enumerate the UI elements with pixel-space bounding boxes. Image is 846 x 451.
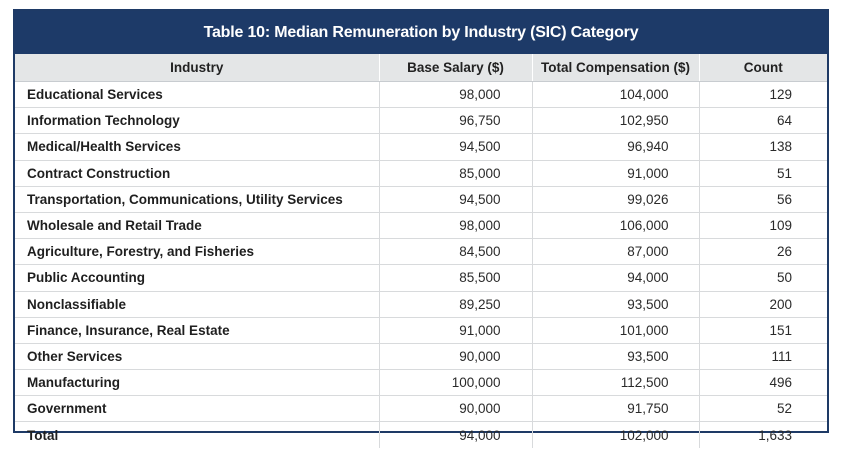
cell-total-compensation: 91,750 bbox=[532, 395, 700, 423]
cell-industry: Nonclassifiable bbox=[15, 291, 380, 318]
cell-base-salary: 90,000 bbox=[379, 343, 533, 371]
cell-industry: Public Accounting bbox=[15, 264, 380, 292]
cell-base-salary: 85,000 bbox=[379, 160, 533, 187]
cell-industry: Contract Construction bbox=[15, 160, 380, 187]
header-count: Count bbox=[699, 54, 827, 82]
cell-count: 1,633 bbox=[758, 427, 792, 443]
cell-count: 111 bbox=[699, 343, 827, 371]
cell-base-salary: 98,000 bbox=[379, 212, 533, 240]
table-row: Information Technology 96,750 102,950 64 bbox=[15, 107, 827, 135]
cell-base-salary: 90,000 bbox=[379, 395, 533, 423]
data-table: Industry Base Salary ($) Total Compensat… bbox=[15, 54, 827, 448]
cell-industry: Agriculture, Forestry, and Fisheries bbox=[15, 238, 380, 266]
cell-count: 129 bbox=[699, 81, 827, 109]
cell-total-compensation: 93,500 bbox=[532, 291, 700, 318]
table-row: Medical/Health Services 94,500 96,940 138 bbox=[15, 133, 827, 161]
cell-count: 64 bbox=[699, 107, 827, 135]
cell-count: 109 bbox=[699, 212, 827, 240]
table-row: Nonclassifiable 89,250 93,500 200 bbox=[15, 291, 827, 318]
table-row: Finance, Insurance, Real Estate 91,000 101… bbox=[15, 317, 827, 344]
cell-total-compensation: 102,000 bbox=[532, 421, 700, 448]
cell-base-salary: 85,500 bbox=[379, 264, 533, 292]
table-row: Contract Construction 85,000 91,000 51 bbox=[15, 160, 827, 187]
cell-count: 50 bbox=[699, 264, 827, 292]
header-row: Industry Base Salary ($) Total Compensat… bbox=[15, 54, 827, 82]
cell-industry: Finance, Insurance, Real Estate bbox=[15, 317, 380, 344]
table-body: Educational Services 98,000 104,000 129 Info… bbox=[15, 81, 827, 448]
cell-total-compensation: 106,000 bbox=[532, 212, 700, 240]
cell-total-compensation: 99,026 bbox=[532, 186, 700, 213]
cell-base-salary: 84,500 bbox=[379, 238, 533, 266]
cell-base-salary: 96,750 bbox=[379, 107, 533, 135]
cell-total-compensation: 93,500 bbox=[532, 343, 700, 371]
cell-industry: Information Technology bbox=[15, 107, 380, 135]
cell-total-compensation: 96,940 bbox=[532, 133, 700, 161]
table-row: Total 94,000 102,000 1,633 bbox=[15, 421, 827, 448]
cell-base-salary: 94,500 bbox=[379, 133, 533, 161]
cell-industry: Other Services bbox=[15, 343, 380, 371]
cell-industry: Government bbox=[15, 395, 380, 423]
header-base-salary: Base Salary ($) bbox=[379, 54, 533, 82]
cell-base-salary: 91,000 bbox=[379, 317, 533, 344]
cell-total-compensation: 87,000 bbox=[532, 238, 700, 266]
table-row: Educational Services 98,000 104,000 129 bbox=[15, 81, 827, 109]
cell-base-salary: 98,000 bbox=[379, 81, 533, 109]
table-row: Agriculture, Forestry, and Fisheries 84,5… bbox=[15, 238, 827, 266]
header-industry: Industry bbox=[15, 54, 380, 82]
cell-industry: Manufacturing bbox=[15, 369, 380, 397]
cell-total-compensation: 101,000 bbox=[532, 317, 700, 344]
cell-count: 52 bbox=[699, 395, 827, 423]
cell-count: 56 bbox=[699, 186, 827, 213]
cell-base-salary: 100,000 bbox=[379, 369, 533, 397]
cell-industry: Wholesale and Retail Trade bbox=[15, 212, 380, 240]
table-row: Government 90,000 91,750 52 bbox=[15, 395, 827, 423]
table-row: Other Services 90,000 93,500 111 bbox=[15, 343, 827, 371]
table-row: Public Accounting 85,500 94,000 50 bbox=[15, 264, 827, 292]
table-row: Wholesale and Retail Trade 98,000 106,000 1… bbox=[15, 212, 827, 240]
cell-base-salary: 94,500 bbox=[379, 186, 533, 213]
cell-industry: Total bbox=[15, 421, 380, 448]
cell-total-compensation: 112,500 bbox=[532, 369, 700, 397]
cell-count: 51 bbox=[699, 160, 827, 187]
cell-count: 138 bbox=[699, 133, 827, 161]
table-row: Manufacturing 100,000 112,500 496 bbox=[15, 369, 827, 397]
cell-industry: Educational Services bbox=[15, 81, 380, 109]
cell-total-compensation: 91,000 bbox=[532, 160, 700, 187]
remuneration-table: Table 10: Median Remuneration by Industr… bbox=[13, 9, 829, 448]
cell-industry: Transportation, Communications, Utility … bbox=[15, 186, 380, 213]
table-title: Table 10: Median Remuneration by Industr… bbox=[15, 11, 827, 54]
cell-base-salary: 94,000 bbox=[379, 421, 533, 448]
cell-total-compensation: 104,000 bbox=[532, 81, 700, 109]
cell-total-compensation: 94,000 bbox=[532, 264, 700, 292]
cell-count: 200 bbox=[699, 291, 827, 318]
cell-industry: Medical/Health Services bbox=[15, 133, 380, 161]
cell-total-compensation: 102,950 bbox=[532, 107, 700, 135]
table-row: Transportation, Communications, Utility … bbox=[15, 186, 827, 213]
cell-count: 26 bbox=[699, 238, 827, 266]
cell-base-salary: 89,250 bbox=[379, 291, 533, 318]
header-total-compensation: Total Compensation ($) bbox=[532, 54, 700, 82]
cell-count: 496 bbox=[699, 369, 827, 397]
cell-count: 151 bbox=[699, 317, 827, 344]
